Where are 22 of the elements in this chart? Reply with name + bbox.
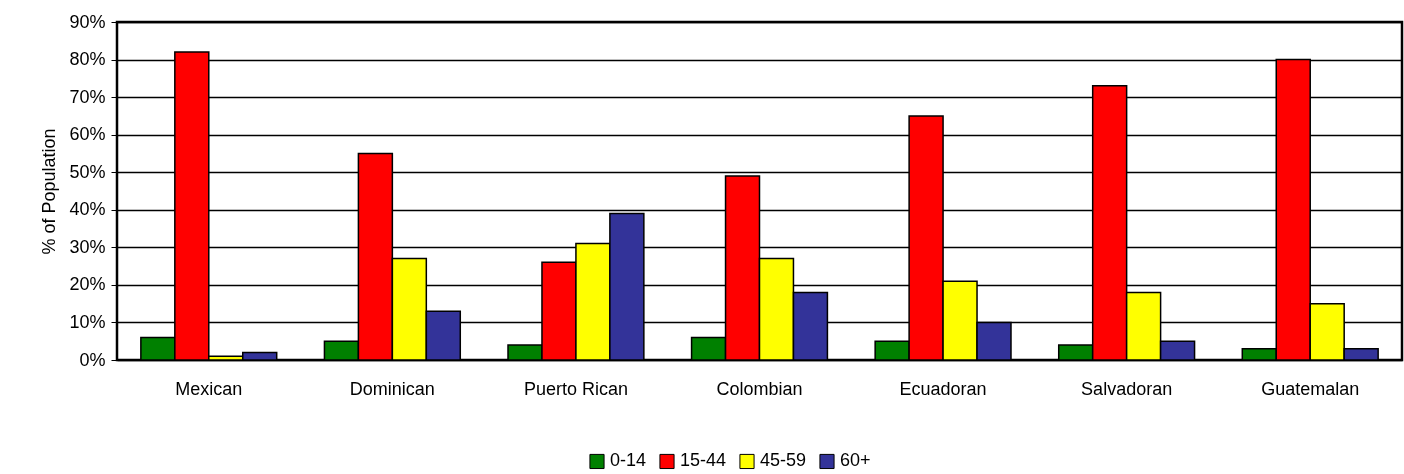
- x-tick-label: Guatemalan: [1261, 378, 1360, 399]
- x-tick-label: Ecuadoran: [899, 378, 987, 399]
- legend-label: 60+: [840, 450, 871, 471]
- y-tick-label: 0%: [79, 349, 106, 370]
- y-tick-label: 60%: [69, 124, 106, 145]
- y-tick-label: 70%: [69, 86, 106, 107]
- x-tick-label: Colombian: [716, 378, 803, 399]
- y-tick-label: 40%: [69, 199, 106, 220]
- y-tick-label: 10%: [69, 311, 106, 332]
- legend-label: 15-44: [680, 450, 727, 471]
- y-tick-label: 50%: [69, 161, 106, 182]
- x-tick-label: Mexican: [175, 378, 243, 399]
- legend-label: 0-14: [610, 450, 647, 471]
- y-tick-label: 90%: [69, 11, 106, 32]
- y-tick-label: 20%: [69, 274, 106, 295]
- x-tick-label: Dominican: [349, 378, 435, 399]
- y-axis-title: % of Population: [39, 128, 60, 255]
- y-tick-label: 30%: [69, 236, 106, 257]
- y-tick-label: 80%: [69, 49, 106, 70]
- x-tick-label: Puerto Rican: [523, 378, 628, 399]
- x-tick-label: Salvadoran: [1081, 378, 1173, 399]
- legend-label: 45-59: [760, 450, 807, 471]
